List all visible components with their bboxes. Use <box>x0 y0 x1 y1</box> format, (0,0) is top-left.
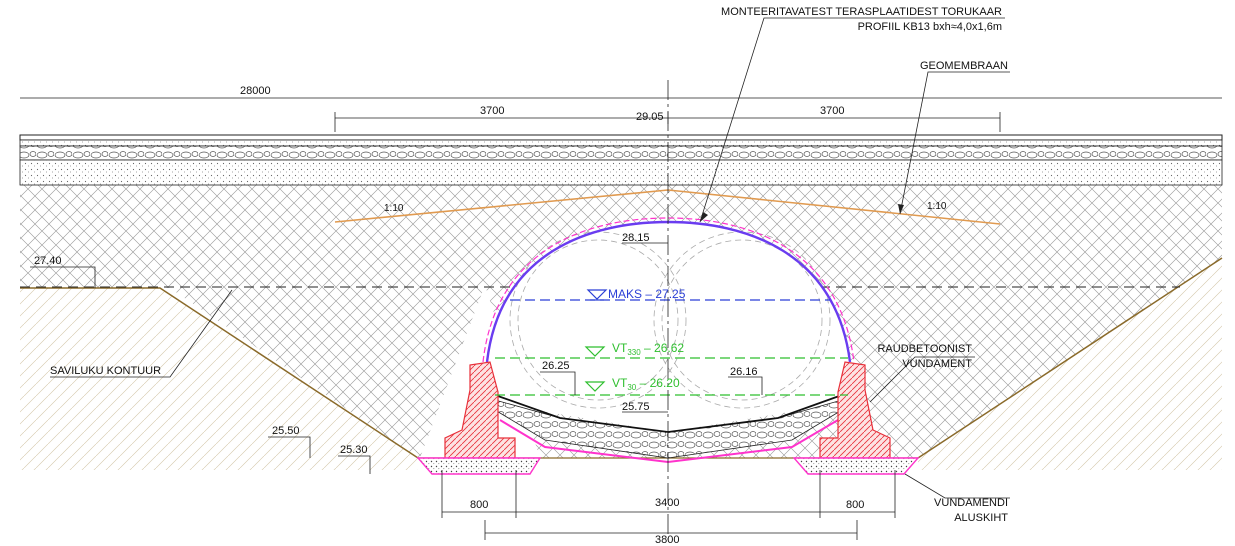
foundation-base-label-2: ALUSKIHT <box>954 512 1008 524</box>
pipe-arch-title: MONTEERITAVATEST TERASPLAATIDEST TORUKAA… <box>721 6 1002 18</box>
foundation-base-label-1: VUNDAMENDI <box>934 497 1008 509</box>
dim-left-lane: 3700 <box>480 105 504 117</box>
leader-arrow-1 <box>700 212 708 222</box>
slope-left: 1:10 <box>384 203 404 214</box>
level-left-slope: 25.50 <box>272 425 300 437</box>
vt30-label: VT30 – 26.20 <box>612 376 680 392</box>
vt330-marker <box>584 346 606 357</box>
level-top-road: 29.05 <box>636 111 664 123</box>
dim-inner-span: 3400 <box>655 497 679 509</box>
pipe-arch-profile: PROFIIL KB13 bxh≈4,0x1,6m <box>858 21 1002 33</box>
foundation-base-left <box>416 457 542 475</box>
dim-right-lane: 3700 <box>820 105 844 117</box>
sand-layer <box>19 159 1223 186</box>
level-arch-crown: 28.15 <box>622 232 650 244</box>
slope-right: 1:10 <box>927 201 947 212</box>
clay-contour-label: SAVILUKU KONTUUR <box>50 365 161 377</box>
max-water-label: MAKS – 27.25 <box>608 287 686 301</box>
natural-ground-left <box>20 288 418 470</box>
dim-outer-span: 3800 <box>655 534 679 546</box>
cobble-base-layer <box>19 145 1223 161</box>
geomembrane-right <box>667 189 1001 225</box>
foundation-base-right <box>792 457 920 475</box>
dim-right-footing: 800 <box>846 499 864 511</box>
level-inner-right: 26.16 <box>730 366 758 378</box>
ground-line-left <box>20 287 419 459</box>
pavement-asphalt <box>19 139 1223 147</box>
vt30-marker <box>584 381 606 392</box>
dim-total-width: 28000 <box>240 85 271 97</box>
max-water-marker <box>586 289 608 300</box>
level-inner-left: 26.25 <box>542 360 570 372</box>
level-bottom-left: 25.30 <box>340 444 368 456</box>
leader-lines <box>50 17 1010 499</box>
steel-arch-outer <box>482 217 855 363</box>
vt330-label: VT330 – 26.62 <box>612 341 684 357</box>
culvert-interior <box>487 222 850 432</box>
geomembrane-label: GEOMEMBRAAN <box>920 60 1008 72</box>
geomembrane-left <box>334 189 669 223</box>
rc-foundation-label-2: VUNDAMENT <box>902 358 972 370</box>
leader-arrow-2 <box>898 204 904 214</box>
natural-ground-right <box>918 258 1222 470</box>
dim-left-footing: 800 <box>470 499 488 511</box>
ground-line-right <box>917 257 1223 459</box>
rc-foundation-label-1: RAUDBETOONIST <box>877 343 972 355</box>
dimension-lines <box>20 97 1222 540</box>
level-ground-left: 27.40 <box>34 255 62 267</box>
level-marks <box>30 242 763 474</box>
pavement-top-layer <box>19 134 1223 141</box>
level-invert: 25.75 <box>622 401 650 413</box>
